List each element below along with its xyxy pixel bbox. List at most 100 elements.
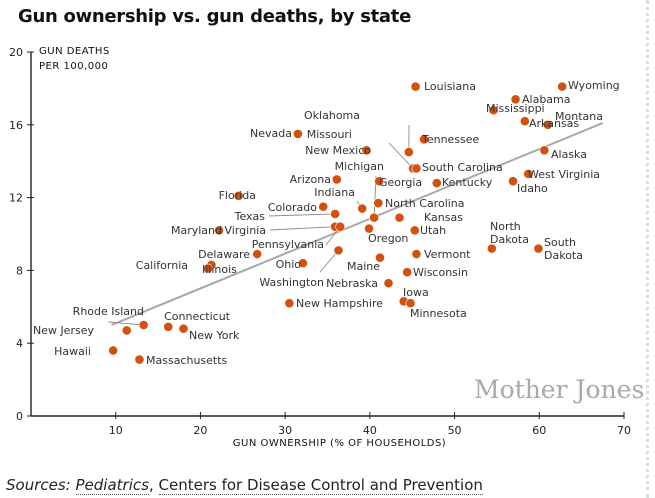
point-oklahoma	[403, 147, 414, 157]
label-louisiana: Louisiana	[424, 80, 476, 93]
label-west-virginia: West Virginia	[528, 168, 600, 181]
point-kansas	[394, 212, 405, 223]
label-indiana: Indiana	[314, 186, 355, 199]
label-colorado: Colorado	[268, 201, 317, 214]
trendline-group	[111, 122, 604, 326]
data-points	[108, 81, 568, 365]
label-south-carolina: South Carolina	[422, 161, 503, 174]
y-tick-label: 16	[9, 119, 23, 132]
point-washington	[333, 245, 344, 256]
point-utah	[409, 225, 420, 236]
label-iowa: Iowa	[403, 286, 429, 299]
label-florida: Florida	[219, 189, 256, 202]
point-alaska	[539, 145, 550, 156]
y-tick-label: 0	[16, 410, 23, 423]
label-michigan: Michigan	[335, 160, 384, 173]
axes: 0 4 8 12 16 20 10 20 30 40 50 60 70 GUN OWNERSHIP (% …	[9, 46, 631, 449]
y-tick-label: 4	[16, 337, 23, 350]
source-link-pediatrics[interactable]: Pediatrics	[75, 476, 149, 495]
point-mississippi	[488, 105, 499, 116]
point-colorado	[318, 201, 329, 212]
mother-jones-watermark: Mother Jones	[474, 375, 644, 404]
source-link-cdc[interactable]: Centers for Disease Control and Preventi…	[158, 476, 483, 495]
x-tick-label: 50	[448, 424, 462, 437]
leader-texas	[268, 213, 336, 217]
point-west-virginia	[523, 169, 534, 179]
point-massachusetts	[134, 354, 145, 365]
point-hawaii	[108, 345, 119, 356]
label-north-dakota: Dakota	[490, 233, 529, 246]
label-california: California	[136, 259, 188, 272]
label-utah: Utah	[420, 224, 446, 237]
label-ohio: Ohio	[276, 258, 302, 271]
point-florida	[233, 190, 244, 201]
point-connecticut	[163, 321, 174, 332]
label-hawaii: Hawaii	[54, 345, 91, 358]
point-new-mexico	[361, 145, 372, 156]
label-north-carolina: North Carolina	[385, 197, 465, 210]
point-maryland	[214, 225, 224, 236]
y-axis-title-line1: GUN DEATHS	[39, 46, 110, 57]
point-illinois	[203, 263, 213, 274]
label-wisconsin: Wisconsin	[413, 266, 468, 279]
point-louisiana	[410, 81, 421, 92]
label-virginia: Virginia	[225, 224, 266, 237]
label-missouri: Missouri	[307, 128, 352, 141]
point-south-carolina	[411, 163, 422, 174]
label-massachusetts: Massachusetts	[146, 354, 228, 367]
x-tick-label: 30	[278, 424, 292, 437]
label-pennsylvania: Pennsylvania	[252, 238, 324, 251]
point-new-york	[178, 323, 189, 334]
label-delaware: Delaware	[198, 248, 250, 261]
leader-virginia	[269, 226, 336, 231]
label-montana: Montana	[555, 110, 603, 123]
point-minnesota	[405, 298, 416, 309]
point-pennsylvania	[335, 221, 346, 232]
x-tick-label: 40	[363, 424, 377, 437]
point-north-dakota	[486, 243, 497, 254]
label-connecticut: Connecticut	[164, 310, 231, 323]
label-mississippi: Mississippi	[486, 102, 545, 115]
point-new-hampshire	[284, 298, 295, 309]
point-wyoming	[557, 81, 568, 92]
label-rhode-island: Rhode Island	[73, 305, 144, 318]
label-kentucky: Kentucky	[442, 176, 493, 189]
label-nebraska: Nebraska	[326, 277, 378, 290]
label-texas: Texas	[234, 210, 266, 223]
point-south-dakota	[533, 243, 544, 254]
label-washington: Washington	[259, 276, 324, 289]
right-dotted-border	[646, 0, 649, 498]
y-tick-label: 12	[9, 192, 23, 205]
chart-title: Gun ownership vs. gun deaths, by state	[18, 6, 411, 27]
point-wisconsin	[402, 267, 413, 278]
point-kentucky	[431, 178, 442, 188]
point-georgia	[374, 176, 385, 187]
x-tick-label: 10	[109, 424, 123, 437]
point-michigan	[369, 212, 379, 223]
point-ohio	[298, 258, 308, 269]
label-north-dakota: North	[490, 220, 521, 233]
label-alabama: Alabama	[522, 93, 571, 106]
trendline	[111, 122, 604, 326]
label-nevada: Nevada	[250, 127, 292, 140]
point-arizona	[331, 174, 342, 185]
point-alabama	[510, 94, 521, 105]
label-alaska: Alaska	[551, 148, 587, 161]
leader-rhode-island	[107, 321, 144, 326]
label-south-dakota: South	[544, 236, 576, 249]
point-rhode-island	[138, 320, 149, 330]
label-illinois: Illinois	[202, 263, 237, 276]
point-nevada	[292, 128, 303, 139]
point-delaware	[252, 249, 263, 259]
sources-line: Sources: Pediatrics, Centers for Disease…	[6, 476, 483, 495]
leader-lines	[107, 124, 414, 326]
y-tick-label: 20	[9, 46, 23, 59]
label-wyoming: Wyoming	[568, 79, 620, 92]
label-new-hampshire: New Hampshire	[296, 297, 383, 310]
label-idaho: Idaho	[517, 182, 548, 195]
x-tick-label: 20	[193, 424, 207, 437]
leader-missouri	[388, 142, 414, 169]
scatter-plot: 0 4 8 12 16 20 10 20 30 40 50 60 70 GUN OWNERSHIP (% …	[9, 46, 644, 449]
sources-prefix: Sources:	[6, 476, 71, 494]
